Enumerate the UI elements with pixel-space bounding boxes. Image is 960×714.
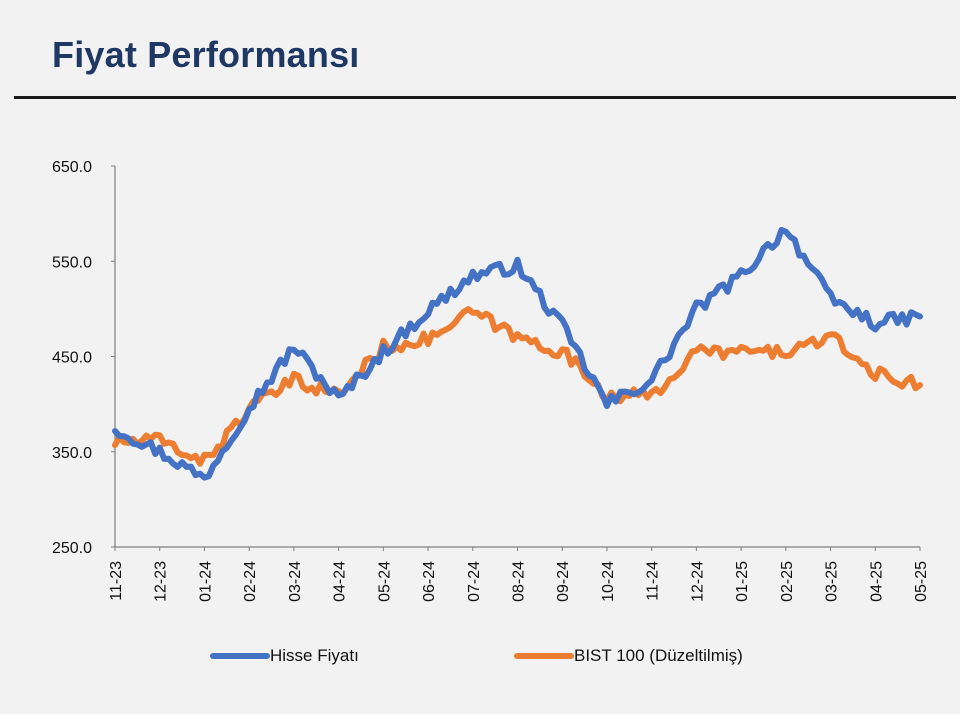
x-tick-label: 04-25 [868,561,885,602]
legend-label-bist: BIST 100 (Düzeltilmiş) [574,646,743,665]
x-tick-label: 03-24 [287,561,304,602]
x-tick-label: 09-24 [555,561,572,602]
x-tick-label: 05-24 [376,561,393,602]
x-tick-label: 01-25 [734,561,751,602]
x-tick-label: 03-25 [824,561,841,602]
legend-swatch-hisse [210,653,270,659]
x-tick-label: 11-24 [645,561,662,601]
y-tick-label: 650.0 [52,159,92,176]
y-tick-label: 550.0 [52,254,92,271]
series-line-hisse-fiyati [112,226,923,481]
page-title: Fiyat Performansı [52,34,360,75]
legend-label-hisse: Hisse Fiyatı [270,646,359,665]
x-tick-label: 01-24 [197,561,214,602]
x-tick-label: 07-24 [466,561,483,602]
x-tick-label: 12-24 [689,561,706,602]
x-tick-label: 08-24 [511,561,528,602]
x-tick-label: 04-24 [332,561,349,602]
y-tick-label: 350.0 [52,445,92,462]
legend-item-bist: BIST 100 (Düzeltilmiş) [514,646,743,666]
y-tick-label: 250.0 [52,540,92,557]
x-tick-label: 05-25 [913,561,930,602]
x-tick-label: 11-23 [108,561,125,601]
legend-swatch-bist [514,653,574,659]
y-tick-label: 450.0 [52,350,92,367]
x-tick-label: 02-24 [242,561,259,602]
x-tick-label: 06-24 [421,561,438,602]
x-tick-label: 02-25 [779,561,796,602]
series-line-bist-100 [112,306,923,467]
x-tick-label: 10-24 [600,561,617,602]
title-divider [14,96,956,99]
legend-item-hisse: Hisse Fiyatı [210,646,359,666]
chart-legend: Hisse Fiyatı BIST 100 (Düzeltilmiş) [0,646,960,672]
x-tick-label: 12-23 [153,561,170,602]
